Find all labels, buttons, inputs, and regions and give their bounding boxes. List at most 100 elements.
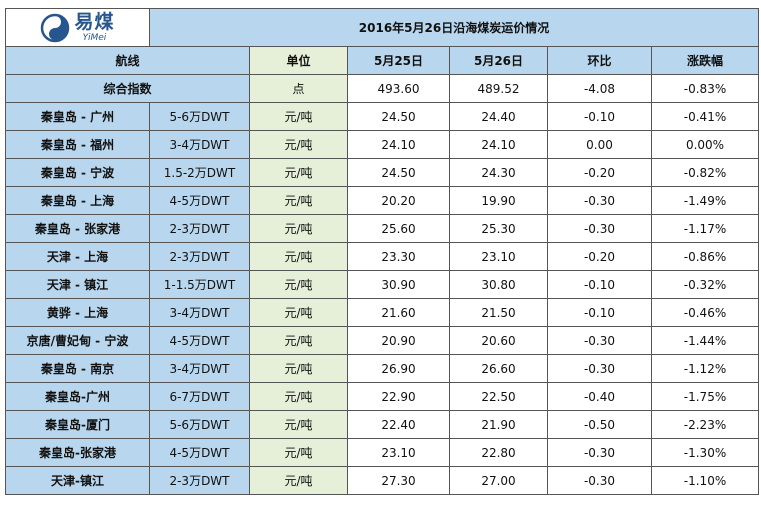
date-1-cell: 20.20	[347, 186, 450, 215]
table-row: 秦皇岛 - 福州 3-4万DWT 元/吨 24.10 24.10 0.00 0.00%	[5, 130, 760, 159]
date-1-cell: 26.90	[347, 354, 450, 383]
index-name: 综合指数	[5, 74, 250, 103]
percent-cell: 0.00%	[650, 130, 760, 159]
percent-cell: -1.12%	[650, 354, 760, 383]
index-date-2: 489.52	[449, 74, 548, 103]
date-1-cell: 24.50	[347, 158, 450, 187]
date-2-cell: 25.30	[449, 214, 548, 243]
date-2-cell: 30.80	[449, 270, 548, 299]
ship-size-cell: 1.5-2万DWT	[149, 158, 250, 187]
ship-size-cell: 2-3万DWT	[149, 242, 250, 271]
change-cell: -0.30	[547, 326, 652, 355]
header-row: 航线 单位 5月25日 5月26日 环比 涨跌幅	[5, 46, 760, 75]
route-cell: 秦皇岛-广州	[5, 382, 150, 411]
unit-cell: 元/吨	[249, 130, 348, 159]
route-cell: 天津-镇江	[5, 466, 150, 495]
index-change: -4.08	[547, 74, 652, 103]
change-cell: -0.30	[547, 354, 652, 383]
unit-cell: 元/吨	[249, 102, 348, 131]
ship-size-cell: 5-6万DWT	[149, 102, 250, 131]
change-cell: -0.10	[547, 102, 652, 131]
route-cell: 秦皇岛-厦门	[5, 410, 150, 439]
date-1-cell: 23.30	[347, 242, 450, 271]
date-1-cell: 24.50	[347, 102, 450, 131]
change-cell: -0.30	[547, 438, 652, 467]
route-cell: 秦皇岛-张家港	[5, 438, 150, 467]
logo-en: YiMei	[82, 32, 107, 43]
percent-cell: -0.86%	[650, 242, 760, 271]
change-cell: -0.10	[547, 270, 652, 299]
date-1-cell: 25.60	[347, 214, 450, 243]
route-cell: 天津 - 上海	[5, 242, 150, 271]
percent-cell: -1.17%	[650, 214, 760, 243]
date-2-cell: 22.50	[449, 382, 548, 411]
change-cell: -0.20	[547, 158, 652, 187]
date-2-cell: 21.90	[449, 410, 548, 439]
route-cell: 京唐/曹妃甸 - 宁波	[5, 326, 150, 355]
change-cell: 0.00	[547, 130, 652, 159]
header-date-1: 5月25日	[347, 46, 450, 75]
ship-size-cell: 6-7万DWT	[149, 382, 250, 411]
date-1-cell: 23.10	[347, 438, 450, 467]
route-cell: 天津 - 镇江	[5, 270, 150, 299]
date-2-cell: 24.30	[449, 158, 548, 187]
ship-size-cell: 3-4万DWT	[149, 130, 250, 159]
header-change: 环比	[547, 46, 652, 75]
table-row: 秦皇岛 - 广州 5-6万DWT 元/吨 24.50 24.40 -0.10 -0.41%	[5, 102, 760, 131]
date-2-cell: 27.00	[449, 466, 548, 495]
route-cell: 秦皇岛 - 宁波	[5, 158, 150, 187]
date-2-cell: 24.40	[449, 102, 548, 131]
ship-size-cell: 5-6万DWT	[149, 410, 250, 439]
header-percent: 涨跌幅	[650, 46, 760, 75]
header-date-2: 5月26日	[449, 46, 548, 75]
logo-cn: 易煤	[74, 10, 115, 33]
date-2-cell: 26.60	[449, 354, 548, 383]
date-1-cell: 22.40	[347, 410, 450, 439]
unit-cell: 元/吨	[249, 270, 348, 299]
route-cell: 黄骅 - 上海	[5, 298, 150, 327]
ship-size-cell: 4-5万DWT	[149, 326, 250, 355]
unit-cell: 元/吨	[249, 438, 348, 467]
table-row: 秦皇岛-广州 6-7万DWT 元/吨 22.90 22.50 -0.40 -1.75%	[5, 382, 760, 411]
index-row: 综合指数 点 493.60 489.52 -4.08 -0.83%	[5, 74, 760, 103]
percent-cell: -0.82%	[650, 158, 760, 187]
route-cell: 秦皇岛 - 广州	[5, 102, 150, 131]
percent-cell: -1.10%	[650, 466, 760, 495]
date-1-cell: 22.90	[347, 382, 450, 411]
percent-cell: -1.49%	[650, 186, 760, 215]
ship-size-cell: 2-3万DWT	[149, 466, 250, 495]
unit-cell: 元/吨	[249, 214, 348, 243]
percent-cell: -0.46%	[650, 298, 760, 327]
logo-cell: 易煤 YiMei	[5, 8, 150, 47]
table-row: 天津 - 上海 2-3万DWT 元/吨 23.30 23.10 -0.20 -0.86%	[5, 242, 760, 271]
unit-cell: 元/吨	[249, 326, 348, 355]
change-cell: -0.30	[547, 186, 652, 215]
table-row: 京唐/曹妃甸 - 宁波 4-5万DWT 元/吨 20.90 20.60 -0.30 -1.4…	[5, 326, 760, 355]
route-cell: 秦皇岛 - 福州	[5, 130, 150, 159]
header-unit: 单位	[249, 46, 348, 75]
index-date-1: 493.60	[347, 74, 450, 103]
freight-rate-table: 易煤 YiMei 2016年5月26日沿海煤炭运价情况 航线 单位 5月25日 …	[5, 8, 760, 495]
route-cell: 秦皇岛 - 张家港	[5, 214, 150, 243]
percent-cell: -1.44%	[650, 326, 760, 355]
table-row: 秦皇岛-张家港 4-5万DWT 元/吨 23.10 22.80 -0.30 -1.30%	[5, 438, 760, 467]
ship-size-cell: 3-4万DWT	[149, 298, 250, 327]
percent-cell: -1.75%	[650, 382, 760, 411]
route-cell: 秦皇岛 - 南京	[5, 354, 150, 383]
change-cell: -0.10	[547, 298, 652, 327]
unit-cell: 元/吨	[249, 410, 348, 439]
date-2-cell: 21.50	[449, 298, 548, 327]
change-cell: -0.50	[547, 410, 652, 439]
table-row: 秦皇岛 - 宁波 1.5-2万DWT 元/吨 24.50 24.30 -0.20 -0.82…	[5, 158, 760, 187]
date-1-cell: 20.90	[347, 326, 450, 355]
unit-cell: 元/吨	[249, 158, 348, 187]
logo: 易煤 YiMei	[7, 10, 149, 46]
unit-cell: 元/吨	[249, 242, 348, 271]
table-row: 天津 - 镇江 1-1.5万DWT 元/吨 30.90 30.80 -0.10 -0.32%	[5, 270, 760, 299]
unit-cell: 元/吨	[249, 298, 348, 327]
unit-cell: 元/吨	[249, 382, 348, 411]
ship-size-cell: 2-3万DWT	[149, 214, 250, 243]
date-1-cell: 30.90	[347, 270, 450, 299]
percent-cell: -2.23%	[650, 410, 760, 439]
